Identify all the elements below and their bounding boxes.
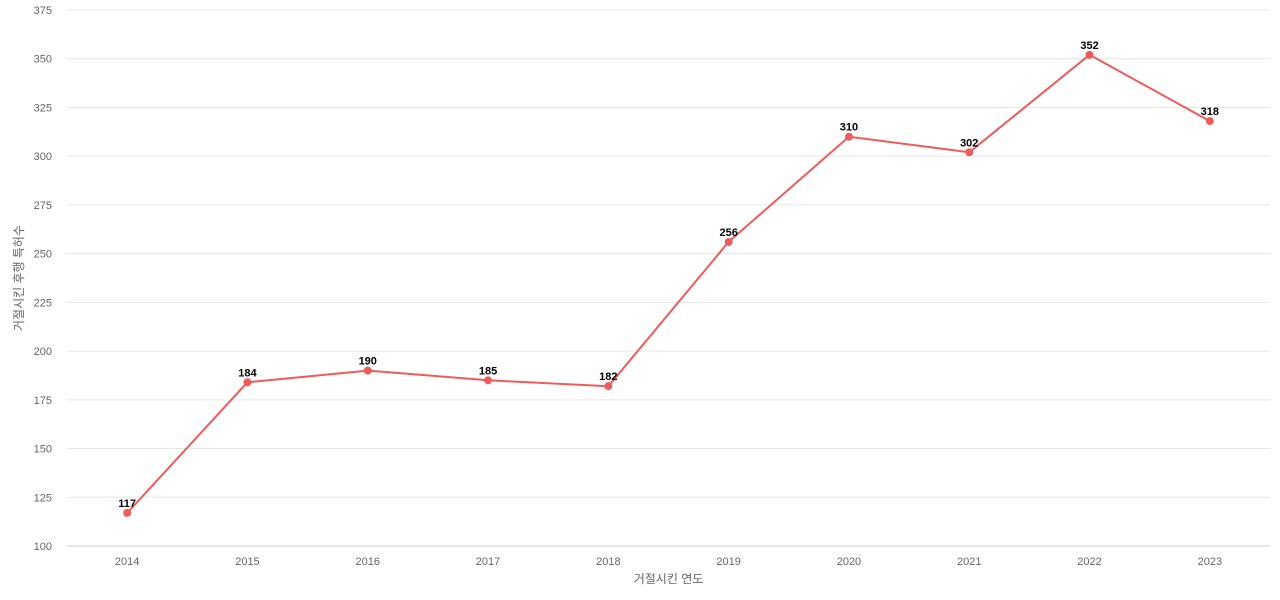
data-point[interactable] xyxy=(724,237,733,246)
x-axis-title: 거절시킨 연도 xyxy=(634,572,704,586)
data-point[interactable] xyxy=(965,148,974,157)
data-label: 185 xyxy=(479,365,497,377)
data-label: 318 xyxy=(1201,106,1219,118)
data-label: 117 xyxy=(118,498,136,510)
gridlines xyxy=(67,9,1270,498)
x-tick-label: 2019 xyxy=(716,556,740,568)
data-point[interactable] xyxy=(844,132,853,141)
x-tick-label: 2015 xyxy=(235,556,259,568)
y-tick-label: 275 xyxy=(34,200,52,212)
x-tick-label: 2017 xyxy=(476,556,500,568)
data-labels: 117 184 190 185 182 256 310 302 352 318 xyxy=(118,40,1219,510)
x-tick-label: 2023 xyxy=(1198,556,1222,568)
x-tick-label: 2020 xyxy=(837,556,861,568)
data-label: 184 xyxy=(238,367,257,379)
y-axis-title: 거절시킨 후행 특허수 xyxy=(11,225,26,331)
x-axis-ticks: 2014 2015 2016 2017 2018 2019 2020 2021 2022 2023 xyxy=(115,556,1222,568)
data-point[interactable] xyxy=(484,376,493,385)
data-label: 256 xyxy=(719,227,737,239)
data-label: 182 xyxy=(599,371,617,383)
y-tick-label: 225 xyxy=(34,297,52,309)
data-point[interactable] xyxy=(1205,117,1214,126)
series-line xyxy=(126,53,1211,514)
x-tick-label: 2021 xyxy=(957,556,981,568)
y-tick-label: 375 xyxy=(34,5,52,17)
data-label: 310 xyxy=(840,122,858,134)
y-tick-label: 125 xyxy=(34,492,52,504)
y-axis-ticks: 100 125 150 175 200 225 250 275 300 325 350 375 xyxy=(34,5,52,553)
data-point[interactable] xyxy=(363,366,372,375)
data-label: 190 xyxy=(359,356,377,368)
data-label: 352 xyxy=(1080,40,1098,52)
y-tick-label: 325 xyxy=(34,102,52,114)
y-tick-label: 175 xyxy=(34,395,52,407)
x-tick-label: 2016 xyxy=(356,556,380,568)
x-tick-label: 2018 xyxy=(596,556,620,568)
y-tick-label: 300 xyxy=(34,151,52,163)
y-tick-label: 250 xyxy=(34,249,52,261)
x-tick-label: 2014 xyxy=(115,556,139,568)
data-point[interactable] xyxy=(1085,50,1094,59)
y-tick-label: 200 xyxy=(34,346,52,358)
series-line-group xyxy=(126,53,1211,514)
data-point[interactable] xyxy=(243,378,252,387)
data-point[interactable] xyxy=(123,508,132,517)
x-tick-label: 2022 xyxy=(1077,556,1101,568)
data-label: 302 xyxy=(960,137,978,149)
data-points xyxy=(123,50,1214,517)
y-tick-label: 350 xyxy=(34,54,52,66)
y-tick-label: 100 xyxy=(34,541,52,553)
y-tick-label: 150 xyxy=(34,444,52,456)
data-point[interactable] xyxy=(604,382,613,391)
